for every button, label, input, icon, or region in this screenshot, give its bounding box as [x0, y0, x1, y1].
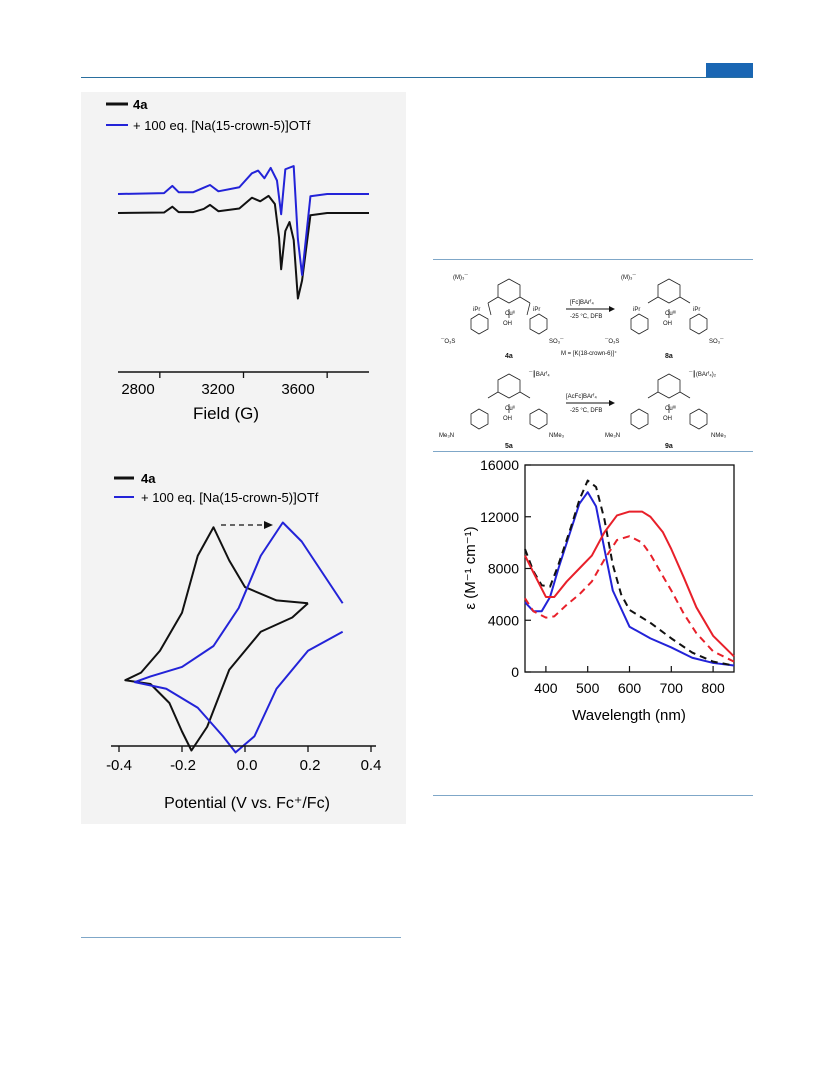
sulfonate-4a: SO₃¯: [549, 338, 564, 345]
hydroxide-8a: OH: [663, 321, 672, 327]
uv-y-tick-label: 4000: [488, 612, 519, 628]
sulfonate-8a: SO₃¯: [709, 338, 724, 345]
cv-tick-label: 0.4: [361, 757, 382, 774]
arrow1-conditions: -25 °C, DFB: [570, 314, 602, 320]
uv-series-line: [524, 479, 735, 667]
counterion-8a: (M)₃¯: [621, 274, 636, 281]
cv-series-line: [133, 521, 344, 754]
sulfonate-4a-left: ¯O₃S: [440, 338, 455, 345]
epr-tick-label: 3200: [201, 381, 234, 398]
uv-bottom-rule: [433, 795, 753, 796]
ipr-label: iPr: [633, 307, 640, 313]
ipr-label: iPr: [693, 307, 700, 313]
uv-x-tick-label: 600: [618, 680, 642, 696]
compound-label-9a: 9a: [665, 443, 673, 450]
ipr-label: iPr: [533, 307, 540, 313]
cv-tick-label: -0.2: [170, 757, 196, 774]
cv-tick-label: -0.4: [106, 757, 132, 774]
uv-x-label: Wavelength (nm): [572, 707, 686, 724]
scheme-top-rule: [433, 259, 753, 260]
cv-tick-label: 0.2: [300, 757, 321, 774]
uv-series-line: [524, 491, 735, 667]
ammonium-5a-left: Me₃N: [439, 433, 454, 439]
counterion-4a: (M)₃¯: [453, 274, 468, 281]
epr-series-line: [117, 194, 369, 300]
epr-x-label: Field (G): [193, 404, 259, 423]
cv-x-label: Potential (V vs. Fc⁺/Fc): [164, 795, 330, 812]
scheme-bottom-rule: [433, 451, 753, 452]
sulfonate-8a-left: ¯O₃S: [604, 338, 619, 345]
epr-tick-label: 2800: [121, 381, 154, 398]
uv-vis-chart: 0 4000 8000 12000 16000 400 500 600 700 800 ε (M⁻…: [462, 457, 735, 724]
cv-arrow-head: [264, 521, 273, 529]
uv-x-tick-label: 400: [534, 680, 558, 696]
uv-y-label: ε (M⁻¹ cm⁻¹): [462, 526, 479, 609]
uv-x-tick-label: 500: [576, 680, 600, 696]
compound-label-5a: 5a: [505, 443, 513, 450]
arrow2-conditions: -25 °C, DFB: [570, 408, 602, 414]
scheme-arrow-1: [609, 306, 615, 312]
compound-label-4a: 4a: [505, 353, 513, 360]
caption-rule: [81, 937, 401, 938]
epr-legend-na: + 100 eq. [Na(15-crown-5)]OTf: [133, 118, 311, 133]
scheme-arrow-2: [609, 400, 615, 406]
header-accent-tab: [706, 63, 753, 77]
compound-label-8a: 8a: [665, 353, 673, 360]
uv-series-line: [524, 510, 735, 658]
cv-tick-label: 0.0: [237, 757, 258, 774]
epr-figure: 4a + 100 eq. [Na(15-crown-5)]OTf 2800 32…: [106, 97, 369, 423]
ipr-label: iPr: [473, 307, 480, 313]
ammonium-9a: NMe₃: [711, 433, 727, 439]
cv-legend-na: + 100 eq. [Na(15-crown-5)]OTf: [141, 490, 319, 505]
arrow1-reagent: [Fc]BArᶠ₄: [570, 299, 594, 306]
hydroxide-9a: OH: [663, 416, 672, 422]
uv-y-tick-label: 12000: [480, 509, 519, 525]
epr-tick-label: 3600: [281, 381, 314, 398]
uv-series-line: [524, 535, 735, 663]
cv-legend-4a: 4a: [141, 471, 156, 486]
epr-series-line: [117, 165, 369, 276]
arrow2-reagent: [AcFc]BArᶠ₄: [566, 393, 597, 400]
uv-y-tick-label: 16000: [480, 457, 519, 473]
counterion-5a: ¯┃BArᶠ₄: [528, 370, 550, 378]
counterion-9a: ¯┃(BArᶠ₄)₂: [688, 370, 717, 378]
metal-9a: Cuᴵᴵᴵ: [665, 405, 676, 412]
ammonium-9a-left: Me₃N: [605, 433, 620, 439]
header-rule: [81, 77, 753, 78]
m-definition: M = [K(18-crown-6)]⁺: [561, 350, 617, 357]
cv-figure: 4a + 100 eq. [Na(15-crown-5)]OTf -0.4 -0…: [106, 471, 382, 812]
metal-4a: Cuᴵᴵ: [505, 310, 515, 317]
metal-5a: Cuᴵᴵ: [505, 405, 515, 412]
reaction-scheme: [Fc]BArᶠ₄ -25 °C, DFB [AcFc]BArᶠ₄ -25 °C…: [439, 274, 727, 450]
uv-y-tick-label: 8000: [488, 561, 519, 577]
hydroxide-4a: OH: [503, 321, 512, 327]
metal-8a: Cuᴵᴵᴵ: [665, 310, 676, 317]
ammonium-5a: NMe₃: [549, 433, 565, 439]
uv-x-tick-label: 800: [701, 680, 725, 696]
uv-x-tick-label: 700: [660, 680, 684, 696]
cv-series-line: [124, 526, 309, 752]
uv-y-tick-label: 0: [511, 664, 519, 680]
epr-legend-4a: 4a: [133, 97, 148, 112]
hydroxide-5a: OH: [503, 416, 512, 422]
